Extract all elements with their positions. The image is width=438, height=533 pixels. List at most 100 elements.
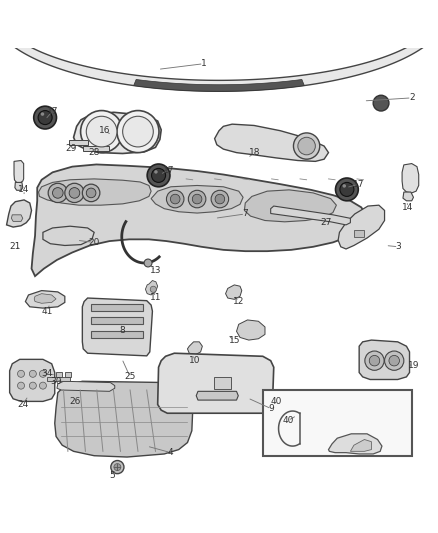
Text: 17: 17 bbox=[163, 166, 174, 175]
Circle shape bbox=[340, 182, 354, 197]
Polygon shape bbox=[82, 298, 152, 356]
Circle shape bbox=[144, 259, 152, 267]
Polygon shape bbox=[145, 280, 158, 295]
Text: 29: 29 bbox=[65, 144, 77, 153]
Text: 13: 13 bbox=[150, 266, 161, 276]
Circle shape bbox=[38, 110, 52, 125]
Circle shape bbox=[65, 183, 84, 203]
Polygon shape bbox=[187, 342, 202, 355]
Polygon shape bbox=[244, 190, 336, 222]
Polygon shape bbox=[14, 160, 24, 183]
Text: 14: 14 bbox=[18, 185, 30, 195]
Polygon shape bbox=[403, 192, 413, 201]
Circle shape bbox=[69, 188, 80, 198]
Polygon shape bbox=[151, 185, 243, 213]
Circle shape bbox=[82, 184, 100, 201]
Polygon shape bbox=[134, 79, 304, 91]
Circle shape bbox=[211, 190, 229, 208]
Circle shape bbox=[111, 461, 124, 474]
Text: 20: 20 bbox=[88, 238, 100, 247]
Circle shape bbox=[152, 168, 166, 182]
Circle shape bbox=[166, 190, 184, 208]
Text: 40: 40 bbox=[282, 416, 293, 425]
Circle shape bbox=[29, 382, 36, 389]
Text: 41: 41 bbox=[42, 306, 53, 316]
Circle shape bbox=[170, 194, 180, 204]
Circle shape bbox=[385, 351, 404, 370]
Text: 4: 4 bbox=[168, 448, 173, 457]
Bar bbox=[65, 373, 71, 377]
Circle shape bbox=[39, 370, 46, 377]
Circle shape bbox=[293, 133, 320, 159]
Text: 19: 19 bbox=[408, 360, 420, 369]
Bar bbox=[91, 304, 143, 311]
Circle shape bbox=[48, 183, 67, 203]
Bar bbox=[47, 377, 70, 381]
Circle shape bbox=[18, 382, 25, 389]
Bar bbox=[91, 332, 143, 338]
Polygon shape bbox=[402, 164, 419, 193]
Text: 7: 7 bbox=[242, 209, 248, 219]
Polygon shape bbox=[359, 340, 410, 379]
Circle shape bbox=[81, 110, 123, 152]
Text: 26: 26 bbox=[70, 397, 81, 406]
Text: 21: 21 bbox=[10, 243, 21, 251]
Circle shape bbox=[369, 356, 380, 366]
Bar bbox=[56, 373, 62, 377]
Text: 5: 5 bbox=[109, 471, 115, 480]
Circle shape bbox=[39, 382, 46, 389]
Polygon shape bbox=[328, 434, 382, 454]
Circle shape bbox=[41, 112, 44, 116]
Circle shape bbox=[365, 351, 384, 370]
Polygon shape bbox=[237, 320, 265, 340]
Text: 17: 17 bbox=[353, 180, 365, 189]
Circle shape bbox=[150, 286, 156, 292]
Text: 3: 3 bbox=[396, 243, 402, 251]
Bar bbox=[91, 317, 143, 324]
Circle shape bbox=[18, 370, 25, 377]
Bar bbox=[214, 377, 231, 389]
Circle shape bbox=[117, 110, 159, 152]
Circle shape bbox=[34, 106, 57, 129]
Polygon shape bbox=[39, 179, 151, 205]
Circle shape bbox=[215, 194, 225, 204]
Text: 28: 28 bbox=[88, 148, 100, 157]
Circle shape bbox=[188, 190, 206, 208]
Polygon shape bbox=[74, 112, 161, 154]
Polygon shape bbox=[10, 359, 55, 401]
Text: 15: 15 bbox=[229, 336, 240, 345]
Text: 8: 8 bbox=[120, 326, 126, 335]
Circle shape bbox=[154, 170, 158, 174]
Polygon shape bbox=[119, 324, 127, 336]
Polygon shape bbox=[15, 182, 23, 190]
Circle shape bbox=[53, 188, 63, 198]
Bar bbox=[354, 230, 364, 237]
Text: 18: 18 bbox=[249, 148, 261, 157]
Polygon shape bbox=[57, 381, 115, 391]
Circle shape bbox=[114, 464, 121, 471]
Text: 10: 10 bbox=[189, 356, 201, 365]
Circle shape bbox=[29, 370, 36, 377]
Polygon shape bbox=[114, 308, 127, 324]
Circle shape bbox=[343, 184, 346, 188]
Bar bbox=[83, 146, 109, 151]
Text: 12: 12 bbox=[233, 297, 244, 306]
Polygon shape bbox=[196, 391, 238, 400]
Polygon shape bbox=[215, 124, 328, 161]
Circle shape bbox=[147, 164, 170, 187]
Polygon shape bbox=[158, 353, 274, 413]
Polygon shape bbox=[43, 226, 94, 246]
Polygon shape bbox=[34, 294, 56, 303]
Text: 24: 24 bbox=[17, 400, 28, 409]
Circle shape bbox=[123, 116, 153, 147]
Bar bbox=[263, 390, 412, 456]
Text: 9: 9 bbox=[268, 405, 275, 414]
Bar bbox=[69, 140, 88, 145]
Text: 30: 30 bbox=[50, 377, 62, 386]
Text: 17: 17 bbox=[47, 107, 58, 116]
Text: 34: 34 bbox=[42, 369, 53, 378]
Polygon shape bbox=[338, 205, 385, 249]
Text: 27: 27 bbox=[321, 218, 332, 227]
Text: 16: 16 bbox=[99, 126, 111, 135]
Polygon shape bbox=[271, 206, 350, 225]
